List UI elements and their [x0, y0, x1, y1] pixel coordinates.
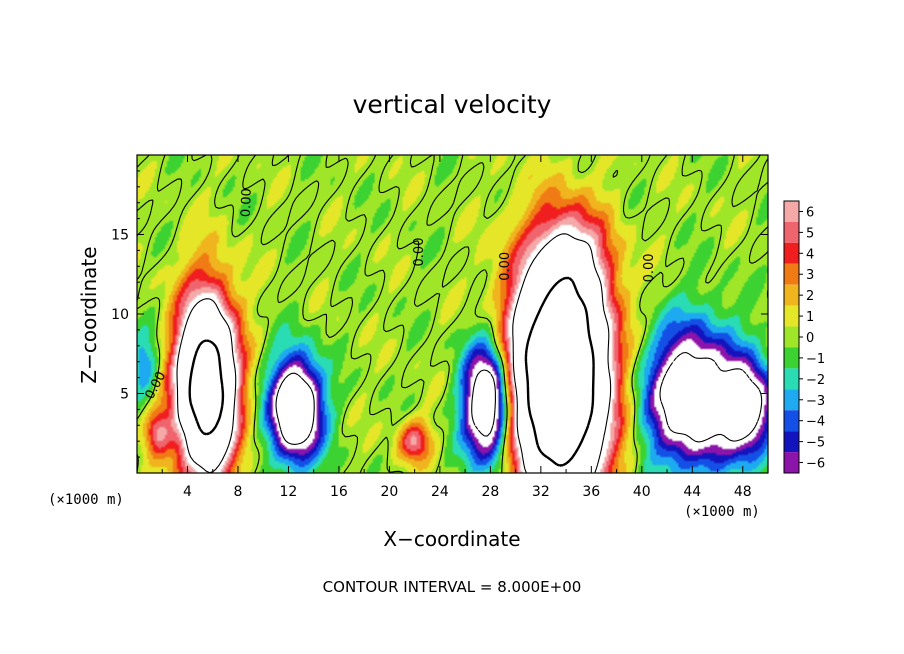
x-tick-label: 24 — [431, 484, 449, 500]
colorbar-label: −3 — [806, 394, 825, 409]
colorbar-swatch — [784, 242, 799, 264]
x-tick-label: 36 — [582, 484, 600, 500]
x-tick-label: 16 — [330, 484, 348, 500]
x-tick-label: 8 — [233, 484, 242, 500]
y-tick-label: 15 — [111, 228, 129, 244]
y-axis-label: Z−coordinate — [77, 246, 101, 383]
colorbar-swatch — [784, 431, 799, 453]
colorbar-swatch — [784, 347, 799, 369]
x-axis-ticks: 4 8 12 16 20 24 28 32 36 40 44 48 — [161, 155, 752, 500]
colorbar-label: 0 — [806, 331, 814, 346]
x-axis-label: X−coordinate — [383, 527, 520, 551]
x-tick-label: 32 — [532, 484, 550, 500]
colorbar-swatch — [784, 201, 799, 222]
colorbar-swatch — [784, 368, 799, 390]
colorbar-label: −1 — [806, 352, 825, 367]
contour-level-line — [188, 276, 595, 467]
colorbar-swatch — [784, 221, 799, 243]
colorbar-label: 5 — [806, 226, 814, 241]
velocity-heatmap — [137, 155, 768, 473]
chart-title: vertical velocity — [353, 90, 552, 119]
colorbar-swatch — [784, 305, 799, 327]
x-tick-label: 40 — [633, 484, 651, 500]
contour-level-line — [176, 233, 612, 473]
contour-labels: 0.000.000.00 0.00 0.00 — [143, 188, 657, 402]
x-unit-right: (×1000 m) — [684, 504, 760, 520]
colorbar-swatch — [784, 452, 799, 473]
contour-label: 0.00 — [642, 253, 657, 282]
contour-label: 0.00 — [498, 252, 513, 281]
colorbar-label: −6 — [806, 457, 825, 472]
plot-area: 0.000.000.00 0.00 0.00 — [137, 155, 768, 473]
x-tick-label: 4 — [183, 484, 192, 500]
colorbar-swatch — [784, 263, 799, 285]
contour-label: 0.00 — [412, 238, 427, 267]
colorbar-label: 6 — [806, 205, 814, 220]
colorbar-label: 3 — [806, 268, 814, 283]
colorbar-swatch — [784, 410, 799, 432]
y-tick-label: 5 — [120, 387, 129, 403]
y-axis-ticks: 5 10 15 — [111, 170, 768, 458]
colorbar-label: −5 — [806, 436, 825, 451]
colorbar-swatch — [784, 389, 799, 411]
contour-level-line — [275, 351, 763, 445]
colorbar-label: 4 — [806, 247, 814, 262]
contour-label: 0.00 — [239, 188, 255, 217]
colorbar-label: 1 — [806, 310, 814, 325]
colorbar: 6 5 4 3 2 1 0 −1 −2 −3 −4 −5 −6 — [783, 200, 825, 474]
x-tick-label: 12 — [280, 484, 298, 500]
colorbar-swatch — [784, 284, 799, 306]
colorbar-frame — [783, 200, 800, 474]
colorbar-swatch — [784, 326, 799, 348]
x-tick-label: 20 — [380, 484, 398, 500]
colorbar-label: −2 — [806, 373, 825, 388]
x-tick-label: 28 — [481, 484, 499, 500]
x-tick-label: 48 — [734, 484, 752, 500]
y-tick-label: 10 — [111, 307, 129, 323]
contour-interval-label: CONTOUR INTERVAL = 8.000E+00 — [323, 578, 582, 596]
colorbar-label: 2 — [806, 289, 814, 304]
colorbar-label: −4 — [806, 415, 825, 430]
x-unit-left: (×1000 m) — [48, 492, 124, 508]
x-tick-label: 44 — [683, 484, 701, 500]
